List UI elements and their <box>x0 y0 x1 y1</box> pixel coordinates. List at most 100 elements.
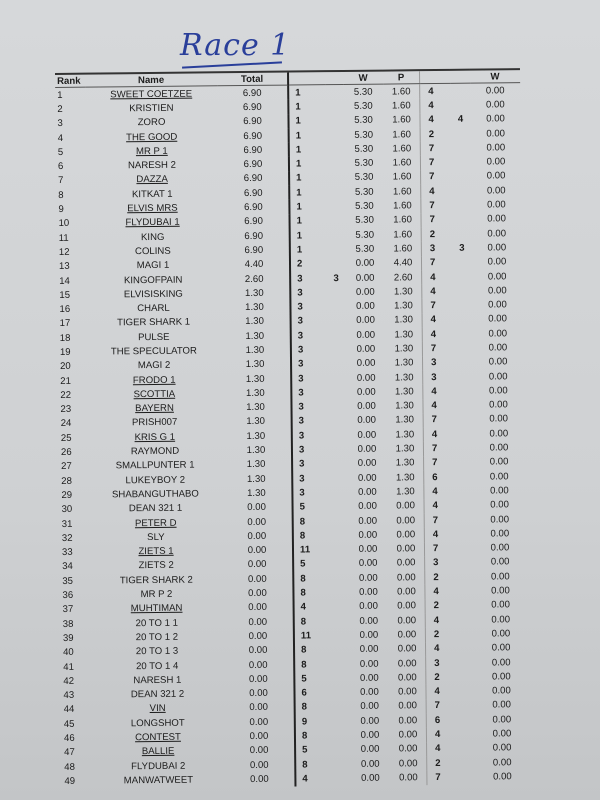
win2-cell: 0.00 <box>491 613 511 626</box>
name-cell: ELVISISKING <box>123 288 183 301</box>
rank-cell: 30 <box>61 504 73 516</box>
handwritten-title: Race 1 <box>180 28 291 63</box>
win2-cell: 0.00 <box>487 285 507 297</box>
extra-cell <box>331 600 349 614</box>
position-cell: 6 <box>426 712 457 728</box>
extra-cell <box>327 228 345 242</box>
rank-cell: 5 <box>57 146 64 158</box>
place-cell: 0.00 <box>396 529 416 541</box>
extra-cell-2 <box>455 584 475 599</box>
extra-cell <box>329 485 347 499</box>
rank-cell: 27 <box>61 461 72 473</box>
rank-cell: 41 <box>63 661 74 673</box>
total-cell: 0.00 <box>249 759 269 771</box>
win2-cell: 0.00 <box>487 227 507 240</box>
win-cell: 5.30 <box>355 214 374 227</box>
total-cell: 1.30 <box>244 287 264 299</box>
win-cell: 0.00 <box>357 415 377 427</box>
total-cell: 0.00 <box>248 616 268 628</box>
win-cell: 0.00 <box>357 472 377 484</box>
total-cell: 1.30 <box>245 387 265 399</box>
position-cell: 3 <box>421 241 452 256</box>
win2-cell: 0.00 <box>490 542 510 554</box>
extra-cell <box>332 757 350 771</box>
extra-cell <box>330 571 348 585</box>
rank-cell: 38 <box>62 618 74 630</box>
extra-cell <box>326 142 344 156</box>
finish-cell: 1 <box>289 213 327 229</box>
rank-cell: 8 <box>58 189 64 201</box>
position-cell: 7 <box>420 141 451 156</box>
place-cell: 0.00 <box>398 714 418 727</box>
win2-cell: 0.00 <box>487 256 507 268</box>
win2-cell: 0.00 <box>492 685 511 697</box>
win-cell: 0.00 <box>358 543 378 555</box>
win2-cell: 0.00 <box>488 327 508 340</box>
rank-cell: 23 <box>60 404 72 416</box>
total-cell: 6.90 <box>243 158 263 171</box>
place-cell: 1.30 <box>395 457 415 469</box>
win-cell: 0.00 <box>360 729 380 741</box>
header-w: W <box>342 70 384 85</box>
win-cell: 0.00 <box>360 686 379 698</box>
finish-cell: 1 <box>289 185 327 200</box>
win2-cell: 0.00 <box>488 342 508 354</box>
place-cell: 1.30 <box>395 429 415 441</box>
finish-cell: 8 <box>292 528 330 544</box>
place-cell: 1.60 <box>393 214 412 226</box>
rank-cell: 9 <box>58 203 64 215</box>
extra-cell <box>332 728 350 742</box>
rank-cell: 4 <box>57 132 64 144</box>
finish-cell: 5 <box>295 742 333 758</box>
rank-cell: 49 <box>64 775 76 787</box>
position-cell: 4 <box>422 312 453 328</box>
win2-cell: 0.00 <box>489 428 509 440</box>
extra-cell-2 <box>450 83 470 98</box>
name-cell: MAGI 1 <box>136 260 170 272</box>
finish-cell: 1 <box>288 84 326 100</box>
win2-cell: 0.00 <box>487 213 506 225</box>
win2-cell: 0.00 <box>488 356 508 368</box>
place-cell: 1.60 <box>392 185 412 198</box>
finish-cell: 4 <box>295 771 333 787</box>
name-cell: SMALLPUNTER 1 <box>115 459 195 472</box>
win2-cell: 0.00 <box>491 656 511 668</box>
rank-cell: 24 <box>60 418 72 430</box>
rank-cell: 48 <box>64 761 75 773</box>
position-cell: 2 <box>424 569 456 585</box>
extra-cell <box>328 385 346 399</box>
extra-cell-2 <box>451 155 471 170</box>
win-cell: 5.30 <box>353 100 373 112</box>
rank-cell: 15 <box>59 289 71 301</box>
extra-cell-2 <box>454 441 474 456</box>
win2-cell: 0.00 <box>486 170 506 182</box>
position-cell: 4 <box>419 98 451 113</box>
extra-cell <box>329 414 347 428</box>
extra-cell <box>329 457 347 471</box>
win2-cell: 0.00 <box>488 370 508 383</box>
position-cell: 4 <box>426 727 458 742</box>
win-cell: 0.00 <box>358 529 378 541</box>
finish-cell: 3 <box>290 271 328 286</box>
position-cell: 4 <box>426 741 458 757</box>
name-cell: SWEET COETZEE <box>110 88 193 101</box>
win2-cell: 0.00 <box>490 556 510 568</box>
place-cell: 0.00 <box>398 729 418 741</box>
win2-cell: 0.00 <box>492 742 512 754</box>
finish-cell: 3 <box>290 313 328 329</box>
place-cell: 1.30 <box>393 286 413 298</box>
finish-cell: 3 <box>292 485 330 501</box>
win2-cell: 0.00 <box>489 442 509 454</box>
win-cell: 0.00 <box>359 629 379 641</box>
position-cell: 3 <box>424 555 456 571</box>
rank-cell: 28 <box>61 475 73 487</box>
extra-cell-2 <box>455 570 475 585</box>
position-cell: 4 <box>424 584 456 599</box>
rank-cell: 35 <box>62 575 74 587</box>
finish-cell: 8 <box>292 514 330 529</box>
name-cell: DAZZA <box>136 174 168 186</box>
extra-cell: 3 <box>333 272 339 284</box>
win2-cell: 0.00 <box>488 313 508 325</box>
win2-cell: 0.00 <box>490 499 509 511</box>
win-cell: 0.00 <box>356 329 376 341</box>
